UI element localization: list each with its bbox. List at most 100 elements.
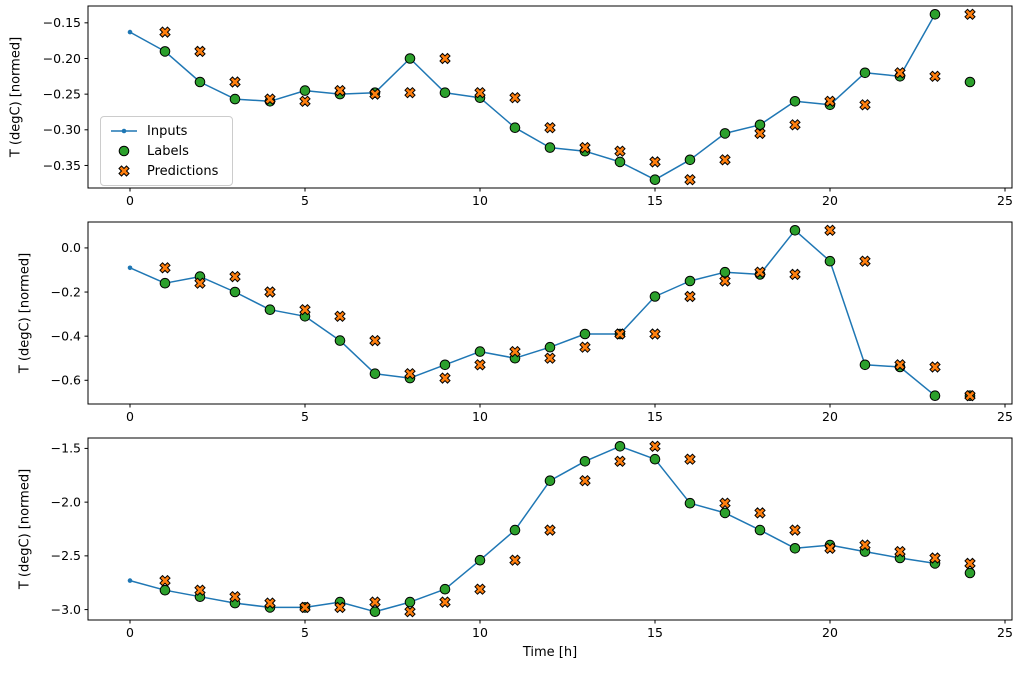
labels-marker xyxy=(684,154,696,166)
axes-frame xyxy=(87,221,1013,405)
predictions-marker xyxy=(789,268,801,281)
y-tick-label: −1.5 xyxy=(51,441,81,456)
y-axis-label-bottom: T (degC) [normed] xyxy=(17,468,33,590)
x-tick-label: 10 xyxy=(472,193,488,208)
predictions-marker xyxy=(649,156,661,168)
legend-label-inputs: Inputs xyxy=(147,123,188,139)
labels-marker xyxy=(789,543,801,554)
labels-marker xyxy=(194,76,206,88)
y-tick-label: −2.5 xyxy=(51,548,81,563)
y-tick-label: −0.35 xyxy=(43,158,81,173)
y-axis-label-top: T (degC) [normed] xyxy=(8,36,24,158)
labels-marker xyxy=(649,453,661,465)
labels-marker xyxy=(929,390,941,402)
predictions-marker xyxy=(264,597,276,609)
x-tick-label: 10 xyxy=(472,625,488,640)
labels-marker xyxy=(229,286,241,298)
x-tick-label: 20 xyxy=(822,409,838,424)
predictions-marker xyxy=(299,95,311,108)
predictions-marker xyxy=(649,328,661,340)
predictions-marker xyxy=(859,539,871,551)
predictions-marker xyxy=(964,389,976,402)
inputs-marker xyxy=(127,578,133,583)
inputs-marker xyxy=(127,29,133,35)
predictions-marker xyxy=(299,303,311,316)
x-tick-label: 25 xyxy=(997,409,1013,424)
labels-marker xyxy=(159,46,171,57)
predictions-marker xyxy=(859,255,871,267)
labels-circle-icon xyxy=(118,145,130,157)
predictions-marker xyxy=(614,145,626,157)
labels-marker xyxy=(964,567,976,579)
predictions-marker xyxy=(544,352,556,364)
labels-marker xyxy=(439,359,451,371)
predictions-marker xyxy=(719,275,731,287)
predictions-marker xyxy=(684,290,696,303)
y-tick-label: −0.20 xyxy=(43,51,81,66)
labels-marker xyxy=(474,554,486,566)
labels-marker xyxy=(439,583,451,595)
labels-marker xyxy=(509,524,521,536)
inputs-line xyxy=(129,445,936,613)
predictions-marker xyxy=(824,542,836,555)
predictions-marker xyxy=(754,507,766,519)
predictions-marker xyxy=(474,86,486,99)
inputs-line xyxy=(129,229,936,397)
labels-marker xyxy=(159,584,171,596)
predictions-marker xyxy=(334,84,346,97)
predictions-marker xyxy=(404,605,416,618)
predictions-marker xyxy=(474,359,486,371)
labels-marker xyxy=(509,122,521,133)
predictions-marker xyxy=(194,584,206,596)
x-tick-label: 25 xyxy=(997,193,1013,208)
predictions-marker xyxy=(194,45,206,58)
predictions-marker xyxy=(789,524,801,536)
predictions-marker xyxy=(544,524,556,536)
labels-marker xyxy=(719,128,731,139)
labels-marker xyxy=(439,87,451,98)
labels-marker xyxy=(579,328,591,340)
predictions-marker xyxy=(264,93,276,105)
x-tick-label: 15 xyxy=(647,409,663,424)
y-tick-label: −0.25 xyxy=(43,86,81,101)
inputs-marker xyxy=(127,265,133,271)
predictions-marker xyxy=(614,455,626,468)
labels-marker xyxy=(404,596,416,608)
y-tick-label: −3.0 xyxy=(51,602,81,617)
predictions-marker xyxy=(439,596,451,608)
y-tick-label: −0.2 xyxy=(51,284,81,299)
labels-marker xyxy=(684,275,696,287)
axes-frame xyxy=(87,437,1013,621)
legend-item-predictions: Predictions xyxy=(109,162,218,180)
predictions-marker xyxy=(824,95,836,108)
subplot-3: 0 5 10 15 20 25 −1.5 −2.0 −2.5 −3.0 xyxy=(51,437,1013,640)
labels-marker xyxy=(789,225,801,236)
labels-marker xyxy=(369,606,381,618)
labels-marker xyxy=(404,53,416,64)
subplot-2: 0 5 10 15 20 25 0.0 −0.2 −0.4 −0.6 xyxy=(51,221,1013,424)
x-tick-label: 0 xyxy=(126,625,134,640)
predictions-marker xyxy=(439,372,451,384)
labels-marker xyxy=(544,475,556,487)
labels-marker xyxy=(614,441,626,452)
inputs-line xyxy=(129,13,936,181)
predictions-marker xyxy=(439,52,451,65)
predictions-marker xyxy=(579,141,591,154)
predictions-marker xyxy=(859,99,871,111)
predictions-marker xyxy=(159,26,171,38)
y-tick-label: −0.30 xyxy=(43,122,81,137)
predictions-marker xyxy=(824,224,836,237)
y-tick-label: −0.15 xyxy=(43,15,81,30)
predictions-marker xyxy=(719,154,731,166)
legend-item-inputs: Inputs xyxy=(109,122,218,140)
y-axis-label-middle: T (degC) [normed] xyxy=(17,252,33,374)
labels-marker xyxy=(789,96,801,107)
predictions-marker xyxy=(894,359,906,371)
x-tick-label: 20 xyxy=(822,625,838,640)
predictions-marker xyxy=(684,453,696,465)
legend-item-labels: Labels xyxy=(109,142,218,160)
x-tick-label: 25 xyxy=(997,625,1013,640)
labels-marker xyxy=(299,85,311,96)
predictions-marker xyxy=(264,286,276,298)
